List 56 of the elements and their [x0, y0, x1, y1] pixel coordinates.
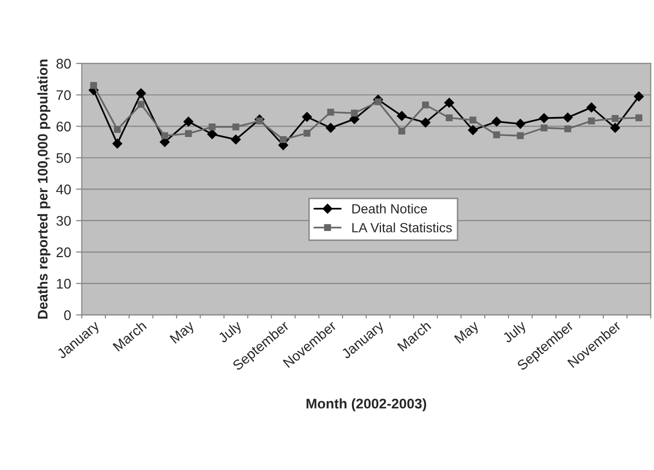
point: [515, 118, 526, 129]
point: [350, 110, 358, 117]
y-tick-label: 0: [64, 310, 71, 320]
y-tick-label: 60: [56, 122, 71, 132]
point: [422, 102, 429, 108]
point: [326, 122, 336, 133]
point: [207, 129, 218, 140]
point: [444, 98, 454, 108]
x-tick-label: May: [170, 320, 197, 346]
point: [564, 125, 572, 132]
point: [493, 131, 500, 138]
x-axis-title: Month (2002-2003): [306, 398, 426, 412]
point: [112, 138, 122, 149]
point: [586, 102, 596, 112]
legend-label: LA Vital Statistics: [352, 222, 452, 232]
point: [304, 130, 310, 137]
point: [562, 112, 573, 122]
point: [208, 124, 216, 130]
y-tick-label: 40: [56, 184, 71, 194]
point: [161, 132, 168, 140]
point: [232, 124, 240, 130]
y-tick-label: 80: [56, 58, 71, 69]
point: [90, 82, 98, 89]
point: [327, 108, 334, 116]
point: [230, 134, 241, 144]
point: [468, 125, 478, 136]
point: [420, 118, 430, 128]
point: [136, 88, 146, 98]
point: [634, 92, 644, 102]
point: [183, 116, 194, 127]
point: [446, 114, 453, 122]
y-tick-label: 10: [56, 278, 71, 289]
x-tick-label: May: [454, 320, 482, 346]
y-tick-label: 70: [56, 90, 71, 100]
y-tick-label: 30: [56, 216, 71, 226]
point: [635, 114, 642, 122]
point: [396, 111, 407, 121]
y-tick-label: 50: [56, 153, 71, 163]
point: [184, 130, 192, 137]
point: [516, 132, 524, 140]
point: [302, 112, 312, 122]
point: [374, 98, 382, 106]
point: [588, 118, 595, 124]
point: [398, 128, 406, 134]
legend-label: Death Notice: [352, 204, 427, 214]
point: [469, 116, 476, 124]
point: [612, 115, 619, 122]
y-tick-label: 20: [56, 247, 71, 258]
point: [539, 113, 549, 124]
point: [610, 122, 620, 133]
point: [114, 126, 121, 133]
point: [540, 124, 548, 132]
point: [280, 136, 287, 143]
y-axis-title: Deaths reported per 100,000 population: [37, 60, 50, 319]
point: [138, 100, 144, 108]
point: [492, 116, 502, 127]
